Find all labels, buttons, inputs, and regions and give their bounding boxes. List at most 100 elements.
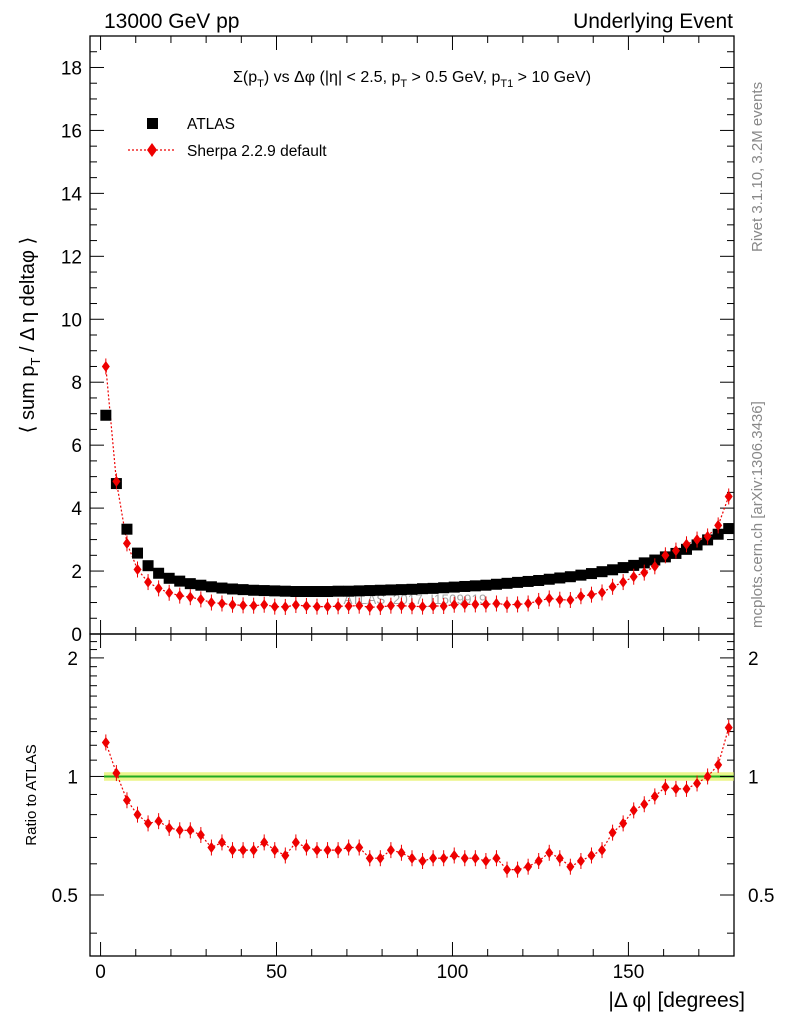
atlas-data-point bbox=[290, 586, 302, 598]
mc-data-point bbox=[101, 360, 110, 372]
ratio-data-point bbox=[270, 844, 279, 856]
ratio-data-point bbox=[386, 844, 395, 856]
ratio-y-axis-label: Ratio to ATLAS bbox=[23, 744, 40, 845]
atlas-data-point bbox=[364, 585, 376, 597]
mc-data-point bbox=[629, 571, 638, 583]
mc-data-point bbox=[576, 590, 585, 602]
atlas-data-point bbox=[121, 523, 133, 535]
x-tick-label: 50 bbox=[266, 962, 287, 983]
main-y-tick-label: 10 bbox=[61, 310, 82, 331]
mc-data-point bbox=[693, 534, 702, 546]
mc-data-point bbox=[640, 567, 649, 579]
mc-data-point bbox=[249, 600, 258, 612]
ratio-data-point bbox=[492, 852, 501, 864]
atlas-data-point bbox=[195, 579, 207, 591]
atlas-data-point bbox=[617, 562, 629, 574]
mc-data-point bbox=[724, 490, 733, 502]
mc-data-point bbox=[524, 597, 533, 609]
ratio-y-tick-label: 1 bbox=[67, 767, 78, 788]
ratio-data-point bbox=[460, 852, 469, 864]
process-label: Underlying Event bbox=[573, 10, 733, 33]
legend-mc-marker bbox=[147, 143, 157, 157]
atlas-data-point bbox=[216, 582, 228, 594]
ratio-data-point bbox=[408, 852, 416, 864]
mc-data-point bbox=[682, 538, 691, 550]
mc-data-point bbox=[312, 601, 321, 613]
legend: ATLAS Sherpa 2.2.9 default bbox=[128, 116, 327, 160]
mc-data-point bbox=[323, 601, 332, 613]
mc-data-point bbox=[196, 593, 205, 605]
ratio-data-point bbox=[397, 847, 406, 859]
ratio-data-point bbox=[429, 852, 438, 864]
atlas-data-point bbox=[723, 523, 735, 535]
mc-data-point bbox=[122, 537, 131, 549]
ratio-data-point bbox=[249, 844, 258, 856]
ratio-data-point bbox=[524, 861, 533, 873]
main-x-ticks bbox=[100, 36, 700, 634]
ratio-data-point bbox=[133, 809, 142, 821]
atlas-data-point bbox=[522, 575, 534, 587]
main-y-tick-label: 18 bbox=[61, 58, 82, 79]
ratio-data-point bbox=[281, 849, 290, 861]
atlas-data-point bbox=[100, 409, 112, 421]
legend-atlas-label: ATLAS bbox=[187, 116, 235, 133]
ratio-data-point bbox=[682, 783, 691, 795]
main-y-ticks: 0 2 4 6 8 10 12 14 16 18 bbox=[61, 35, 734, 646]
ratio-data-point bbox=[439, 852, 448, 864]
atlas-data-point bbox=[279, 585, 291, 597]
ratio-data-point bbox=[566, 861, 575, 873]
atlas-data-point bbox=[300, 586, 312, 598]
atlas-data-point bbox=[184, 578, 196, 590]
atlas-data-point bbox=[533, 574, 545, 586]
ratio-frame bbox=[89, 633, 735, 957]
main-y-tick-label: 4 bbox=[71, 499, 82, 520]
mc-data-point bbox=[481, 598, 490, 610]
ratio-data-point bbox=[312, 844, 321, 856]
atlas-data-point bbox=[712, 528, 724, 540]
mc-data-point bbox=[545, 592, 554, 604]
atlas-data-point bbox=[258, 585, 270, 597]
mc-connecting-line bbox=[105, 366, 730, 608]
ratio-data-point bbox=[217, 836, 226, 848]
ratio-data-point bbox=[619, 817, 628, 829]
mc-data-point bbox=[239, 599, 248, 611]
atlas-data-point bbox=[406, 583, 418, 595]
atlas-data-point bbox=[638, 557, 650, 569]
ratio-data-point bbox=[260, 836, 269, 848]
ratio-data-point bbox=[376, 852, 385, 864]
atlas-data-point bbox=[227, 583, 239, 595]
ratio-x-ticks: 0 50 100 150 bbox=[95, 634, 700, 983]
mc-data-point bbox=[555, 594, 564, 606]
main-y-tick-label: 8 bbox=[71, 373, 82, 394]
mc-data-point bbox=[344, 600, 353, 612]
atlas-data-point bbox=[385, 584, 397, 596]
mc-data-point bbox=[365, 601, 374, 613]
mc-data-point bbox=[291, 599, 300, 611]
atlas-data-point bbox=[395, 584, 407, 596]
ratio-data-point bbox=[534, 855, 543, 867]
ratio-series-markers bbox=[101, 719, 733, 878]
atlas-data-point bbox=[469, 580, 481, 592]
main-y-axis-label: ⟨ sum pT / Δ η deltaφ ⟩ bbox=[17, 237, 43, 434]
atlas-data-point bbox=[543, 573, 555, 585]
atlas-data-point bbox=[554, 572, 566, 584]
mc-data-point bbox=[228, 599, 237, 611]
atlas-data-point bbox=[459, 580, 471, 592]
mc-data-point bbox=[513, 598, 522, 610]
mc-data-point bbox=[703, 530, 712, 542]
mc-data-point bbox=[661, 549, 670, 561]
ratio-data-point bbox=[228, 844, 237, 856]
mc-data-point bbox=[281, 601, 290, 613]
atlas-data-point bbox=[607, 564, 619, 576]
mc-data-point bbox=[503, 599, 512, 611]
ratio-data-point bbox=[144, 817, 153, 829]
ratio-data-point bbox=[291, 836, 300, 848]
plot-title: Σ(pT) vs Δφ (|η| < 2.5, pT > 0.5 GeV, pT… bbox=[233, 69, 591, 90]
atlas-data-point bbox=[322, 586, 334, 598]
atlas-data-point bbox=[596, 566, 608, 578]
ratio-data-point bbox=[344, 842, 353, 854]
ratio-connecting-line bbox=[105, 727, 730, 871]
ratio-data-point bbox=[576, 855, 585, 867]
mc-data-point bbox=[418, 601, 427, 613]
